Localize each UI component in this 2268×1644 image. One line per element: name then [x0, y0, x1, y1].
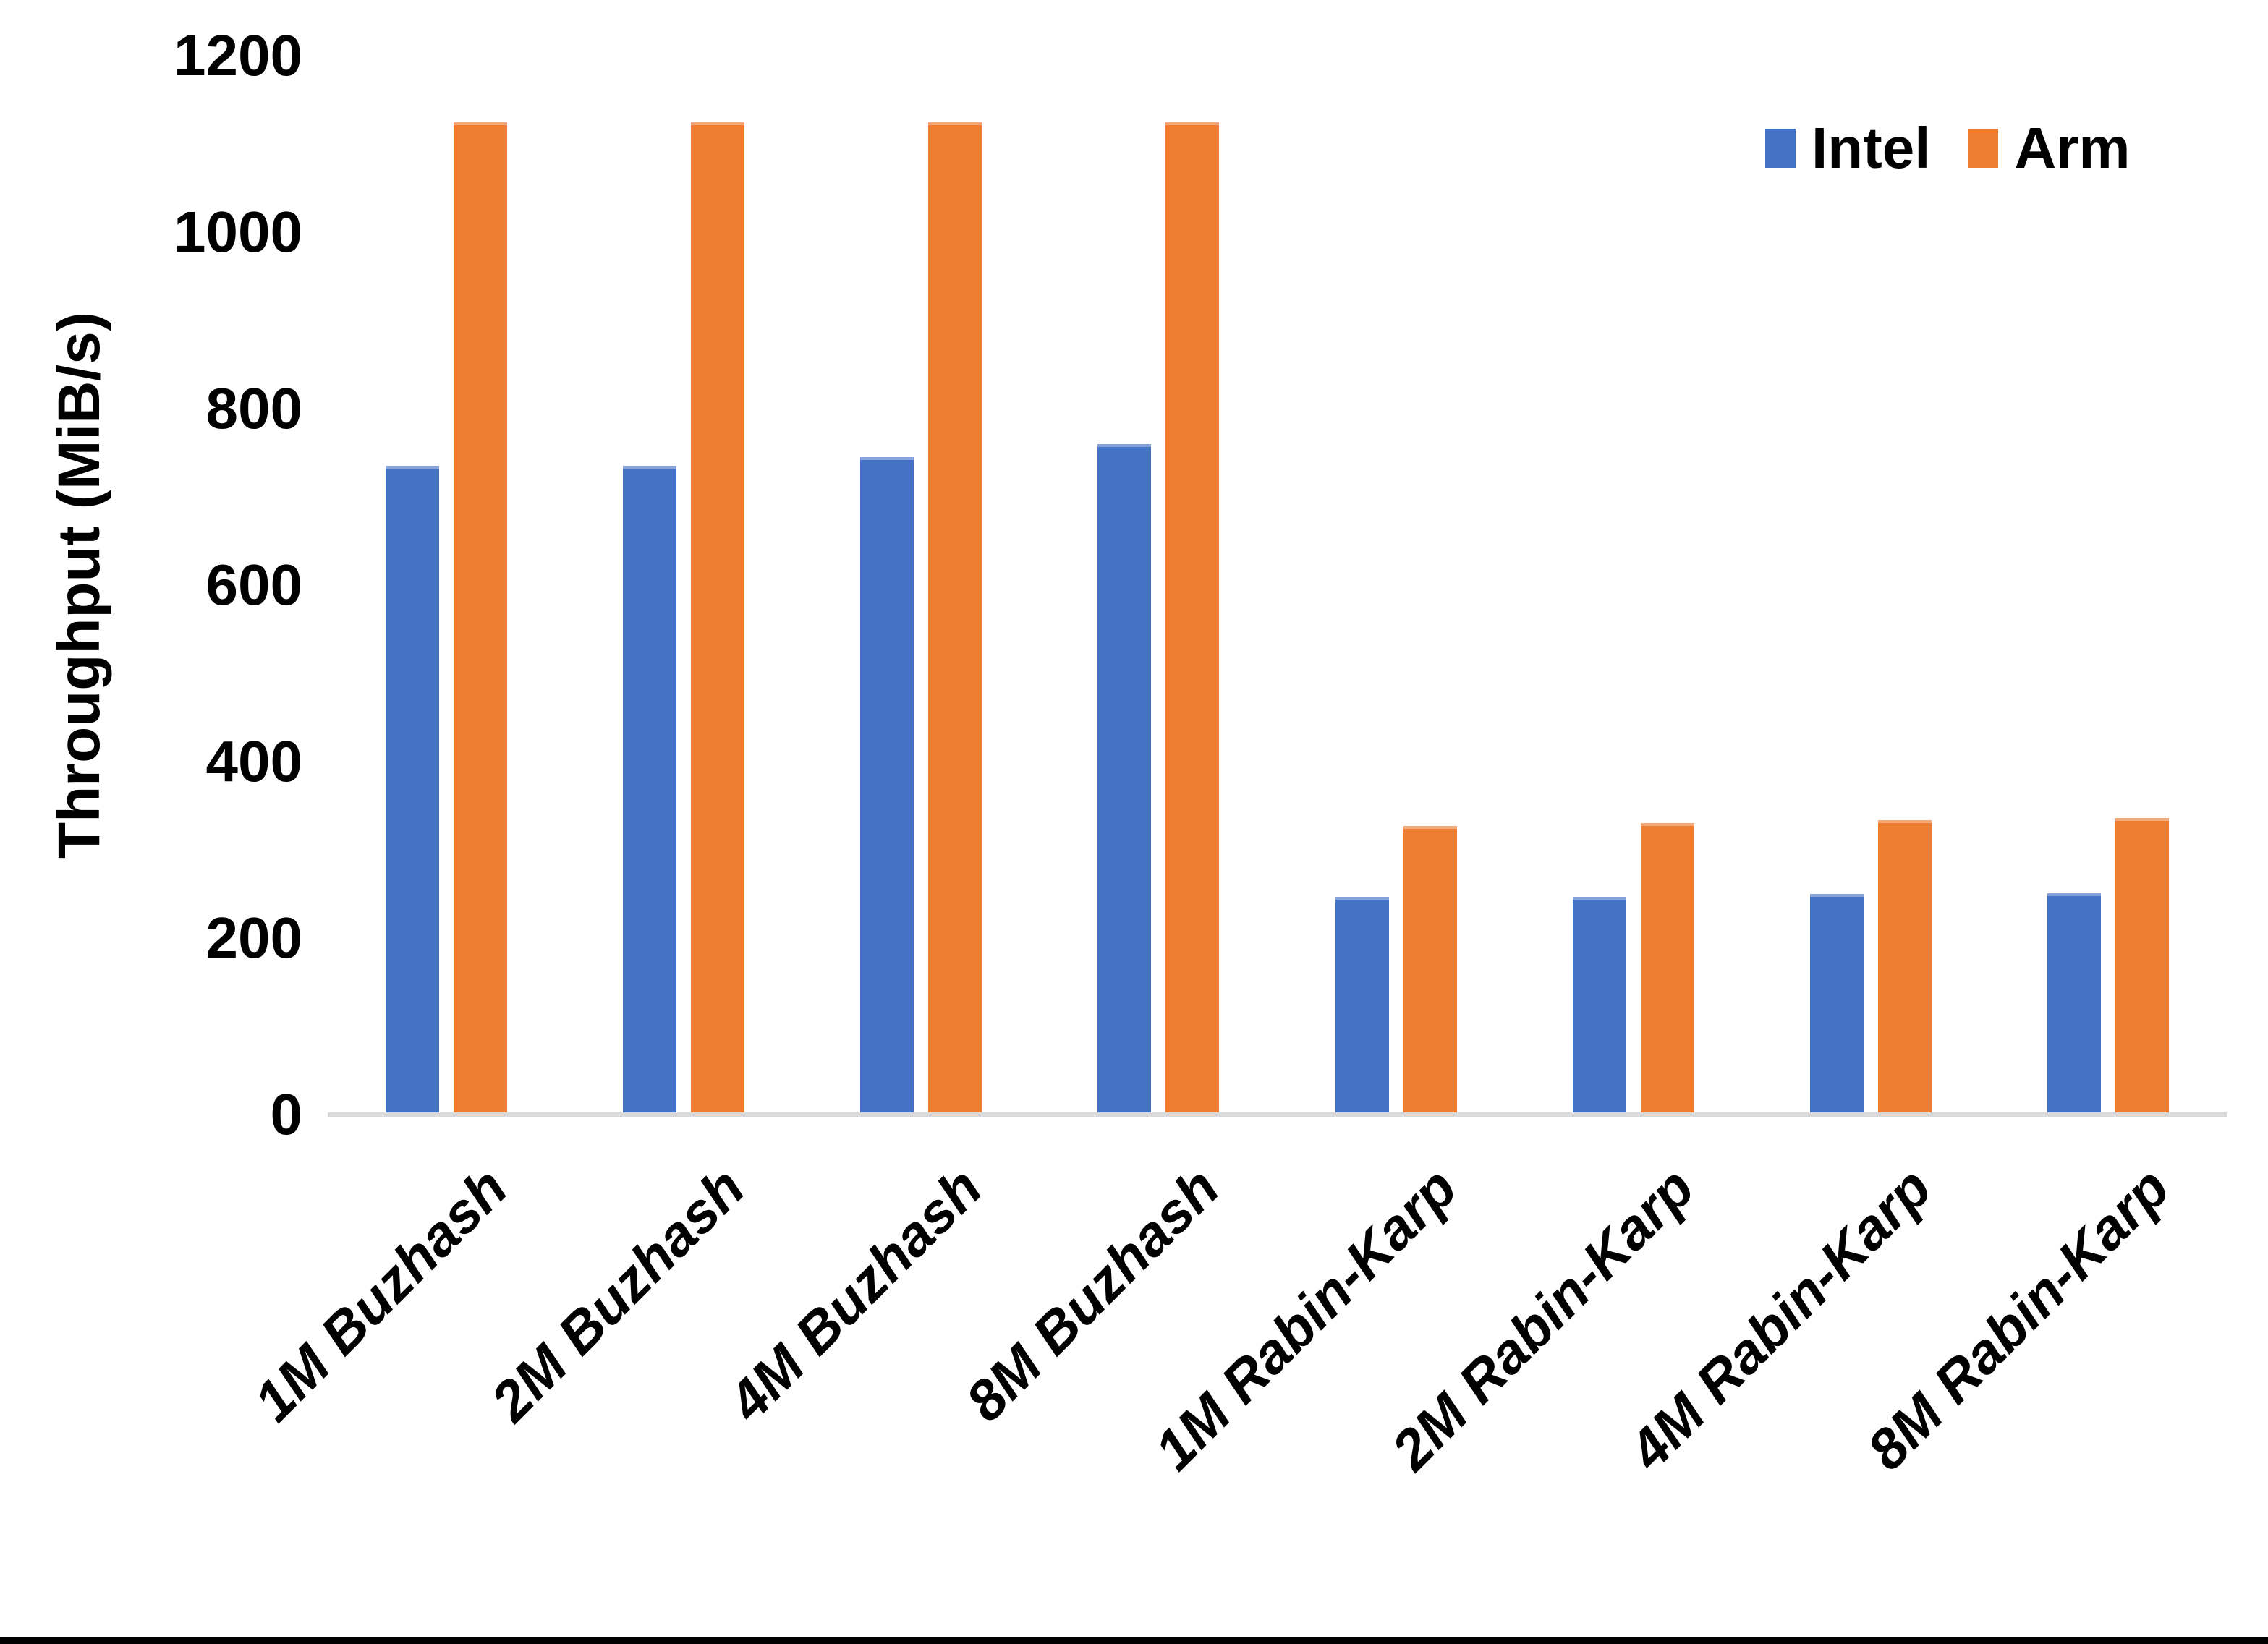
bar-intel-2m-buzhash — [623, 466, 677, 1115]
bar-arm-4m-buzhash — [928, 122, 982, 1115]
legend-label-intel: Intel — [1812, 116, 1931, 180]
y-tick-1000: 1000 — [174, 200, 302, 264]
bar-arm-4m-rabin-karp — [1877, 819, 1932, 1115]
bar-intel-1m-buzhash — [386, 466, 440, 1115]
bar-group-4m-rabin-karp — [1752, 56, 1989, 1115]
x-axis-line — [328, 1112, 2227, 1117]
y-tick-600: 600 — [205, 553, 302, 617]
legend: Intel Arm — [1765, 119, 2131, 177]
bar-intel-8m-buzhash — [1097, 443, 1152, 1115]
bar-intel-4m-rabin-karp — [1809, 894, 1864, 1115]
bar-group-1m-buzhash — [328, 56, 565, 1115]
x-label-2m-buzhash: 2M Buzhash — [478, 1155, 757, 1434]
legend-swatch-arm — [1968, 129, 1999, 168]
bar-arm-8m-buzhash — [1165, 122, 1220, 1115]
bar-group-1m-rabin-karp — [1278, 56, 1515, 1115]
bar-group-2m-buzhash — [565, 56, 802, 1115]
bar-group-4m-buzhash — [802, 56, 1040, 1115]
legend-swatch-intel — [1765, 129, 1796, 168]
bar-intel-2m-rabin-karp — [1572, 896, 1626, 1115]
bar-group-2m-rabin-karp — [1515, 56, 1752, 1115]
bar-intel-4m-buzhash — [860, 457, 914, 1115]
y-tick-800: 800 — [205, 376, 302, 440]
bar-intel-8m-rabin-karp — [2047, 893, 2101, 1115]
bar-arm-1m-buzhash — [454, 122, 508, 1115]
bar-arm-1m-rabin-karp — [1403, 826, 1457, 1115]
bar-arm-2m-buzhash — [691, 122, 745, 1115]
x-label-1m-buzhash: 1M Buzhash — [241, 1155, 519, 1434]
bar-intel-1m-rabin-karp — [1335, 896, 1389, 1115]
bar-arm-8m-rabin-karp — [2115, 818, 2169, 1115]
legend-item-intel: Intel — [1765, 119, 1930, 177]
bar-group-8m-rabin-karp — [1989, 56, 2227, 1115]
plot-area — [328, 56, 2227, 1115]
y-tick-0: 0 — [270, 1082, 303, 1146]
bar-group-8m-buzhash — [1040, 56, 1277, 1115]
y-tick-200: 200 — [205, 906, 302, 970]
y-tick-400: 400 — [205, 729, 302, 793]
bar-arm-2m-rabin-karp — [1640, 823, 1694, 1115]
x-label-4m-buzhash: 4M Buzhash — [715, 1155, 995, 1434]
bottom-border-bar — [0, 1637, 2268, 1644]
legend-label-arm: Arm — [2014, 116, 2131, 180]
y-tick-1200: 1200 — [174, 23, 302, 88]
legend-item-arm: Arm — [1968, 116, 2131, 180]
